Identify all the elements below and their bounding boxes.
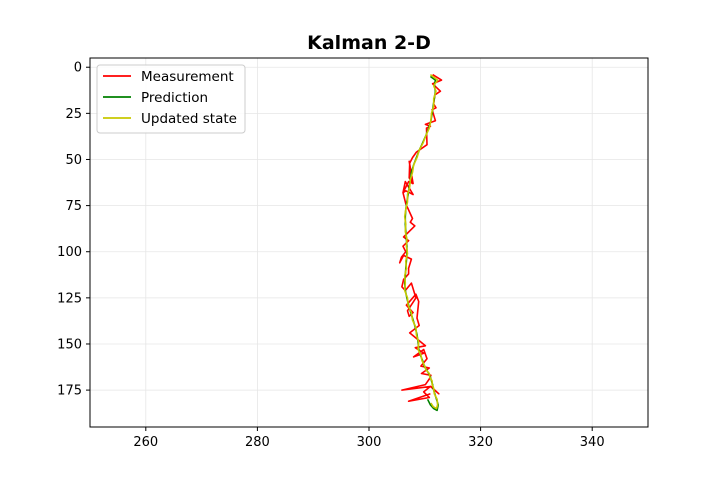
y-tick-label: 150 bbox=[57, 337, 82, 352]
y-tick-label: 175 bbox=[57, 384, 82, 399]
series-line-measurement bbox=[398, 73, 443, 403]
y-tick-label: 100 bbox=[57, 245, 82, 260]
legend-label-updated-state: Updated state bbox=[141, 111, 237, 127]
series-lines bbox=[398, 73, 443, 412]
y-tick-label: 25 bbox=[65, 107, 82, 122]
legend-label-measurement: Measurement bbox=[141, 69, 234, 85]
chart-title: Kalman 2-D bbox=[307, 32, 431, 54]
x-tick-label: 260 bbox=[133, 435, 158, 450]
x-axis-ticks: 260 280 300 320 340 bbox=[133, 427, 605, 450]
legend-box bbox=[96, 64, 246, 134]
x-tick-label: 320 bbox=[468, 435, 493, 450]
legend: Measurement Prediction Updated state bbox=[96, 64, 246, 134]
y-tick-label: 50 bbox=[65, 153, 82, 168]
x-tick-label: 280 bbox=[245, 435, 270, 450]
y-tick-label: 125 bbox=[57, 291, 82, 306]
x-tick-label: 300 bbox=[357, 435, 382, 450]
series-line-updated-state bbox=[403, 73, 439, 410]
y-tick-label: 0 bbox=[74, 61, 82, 76]
y-tick-label: 75 bbox=[65, 199, 82, 214]
x-tick-label: 340 bbox=[580, 435, 605, 450]
y-axis-ticks: 0 25 50 75 100 125 150 175 bbox=[57, 61, 90, 399]
legend-label-prediction: Prediction bbox=[141, 90, 208, 106]
